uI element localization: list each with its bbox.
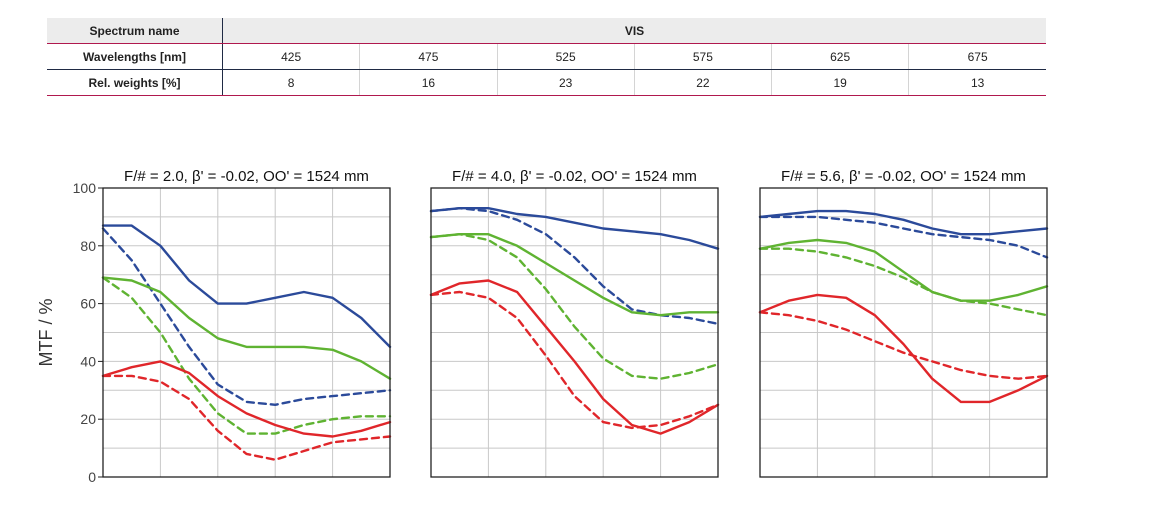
weight-cell: 16: [359, 69, 497, 96]
row-header-weights: Rel. weights [%]: [47, 69, 223, 96]
y-tick-label: 0: [88, 469, 96, 485]
weight-cell: 8: [221, 69, 360, 96]
mtf-chart-2: F/# = 4.0, β' = -0.02, OO' = 1524 mm: [429, 168, 720, 478]
y-tick-label: 100: [73, 180, 97, 196]
series-line-red-solid: [758, 293, 1049, 404]
wavelength-cell: 525: [496, 43, 635, 70]
y-tick-label: 80: [80, 238, 96, 254]
weight-cell: 23: [496, 69, 635, 96]
series-line-green-solid: [101, 276, 392, 380]
spectrum-name-cell: VIS: [222, 18, 1046, 44]
series-line-red-solid: [101, 360, 392, 438]
chart-title: F/# = 2.0, β' = -0.02, OO' = 1524 mm: [124, 168, 369, 185]
series-line-green-dashed: [758, 247, 1049, 317]
series-line-blue-solid: [429, 207, 720, 250]
spectrum-table: Spectrum name VIS Wavelengths [nm] 425 4…: [47, 18, 1046, 96]
table-row: Wavelengths [nm] 425 475 525 575 625 675: [47, 43, 1046, 70]
y-tick-label: 40: [80, 353, 96, 369]
wavelength-cell: 575: [633, 43, 772, 70]
series-line-blue-solid: [758, 209, 1049, 236]
row-header-spectrum-name: Spectrum name: [47, 18, 223, 44]
chart-title: F/# = 4.0, β' = -0.02, OO' = 1524 mm: [452, 168, 697, 185]
mtf-chart-1: F/# = 2.0, β' = -0.02, OO' = 1524 mm 0 20 4…: [36, 168, 392, 485]
wavelength-cell: 475: [359, 43, 497, 70]
series-line-red-dashed: [429, 290, 720, 430]
series-line-blue-dashed: [429, 207, 720, 325]
series-line-red-dashed: [758, 311, 1049, 380]
series-line-green-dashed: [101, 276, 392, 435]
wavelength-cell: 675: [908, 43, 1046, 70]
wavelength-cell: 625: [770, 43, 909, 70]
series-line-blue-dashed: [758, 215, 1049, 259]
series-line-green-solid: [758, 238, 1049, 302]
weight-cell: 19: [770, 69, 909, 96]
table-row: Rel. weights [%] 8 16 23 22 19 13: [47, 69, 1046, 96]
plot-frame: [102, 187, 391, 478]
chart-title: F/# = 5.6, β' = -0.02, OO' = 1524 mm: [781, 168, 1026, 185]
y-tick-label: 20: [80, 411, 96, 427]
y-tick-label: 60: [80, 296, 96, 312]
mtf-chart-3: F/# = 5.6, β' = -0.02, OO' = 1524 mm: [758, 168, 1049, 478]
plot-frame: [759, 187, 1048, 478]
wavelength-cell: 425: [221, 43, 360, 70]
y-axis-label: MTF / %: [36, 299, 56, 367]
weight-cell: 13: [908, 69, 1046, 96]
table-row: Spectrum name VIS: [47, 18, 1046, 44]
row-header-wavelengths: Wavelengths [nm]: [47, 43, 223, 70]
series-line-green-dashed: [429, 233, 720, 380]
plot-frame: [430, 187, 719, 478]
series-line-green-solid: [429, 233, 720, 317]
weight-cell: 22: [633, 69, 772, 96]
series-line-red-dashed: [101, 374, 392, 461]
series-line-blue-solid: [101, 224, 392, 349]
series-line-red-solid: [429, 279, 720, 435]
